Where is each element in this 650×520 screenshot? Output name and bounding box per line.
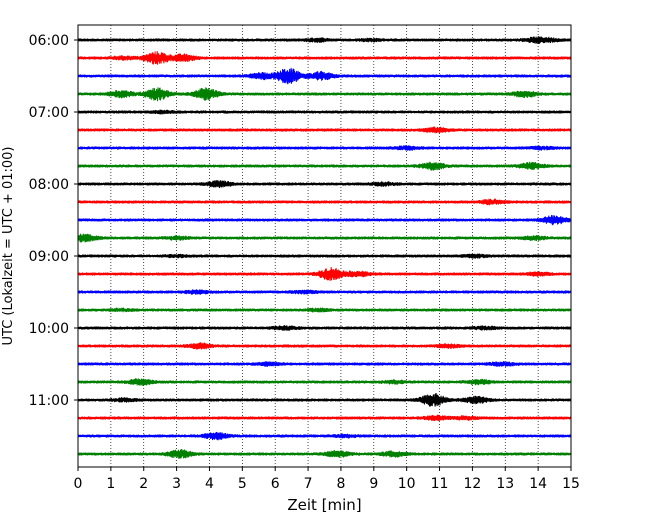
x-tick-label: 1 [106, 476, 115, 492]
seismic-trace [77, 253, 572, 259]
y-tick-label: 10:00 [29, 321, 69, 337]
y-axis-ticks: 06:00 07:00 08:00 09:00 10:00 11:00 [29, 33, 78, 409]
seismic-trace [77, 414, 572, 422]
x-tick-label: 4 [205, 476, 214, 492]
seismic-trace [77, 180, 572, 189]
seismic-trace [77, 342, 572, 350]
seismic-trace [77, 145, 572, 151]
y-tick-label: 11:00 [29, 393, 69, 409]
seismic-trace [77, 325, 572, 331]
seismic-trace [77, 198, 572, 206]
x-axis-ticks: 0 1 2 3 4 5 6 7 8 9 10 11 12 13 14 15 [74, 467, 580, 492]
seismic-trace [77, 233, 572, 243]
seismic-trace [77, 36, 572, 44]
seismic-trace [77, 393, 572, 407]
x-tick-label: 6 [271, 476, 280, 492]
x-tick-label: 9 [369, 476, 378, 492]
seismic-trace [77, 378, 572, 387]
x-tick-label: 13 [496, 476, 514, 492]
plot-frame [77, 24, 572, 468]
seismic-trace [77, 50, 572, 65]
seismic-trace [77, 214, 572, 226]
seismic-trace [77, 126, 572, 134]
x-tick-label: 8 [336, 476, 345, 492]
y-axis-label: UTC (Lokalzeit = UTC + 01:00) [1, 147, 16, 346]
seismic-trace [77, 289, 572, 295]
seismic-trace [77, 267, 572, 282]
x-axis-label: Zeit [min] [287, 496, 361, 514]
x-tick-label: 10 [398, 476, 416, 492]
seismic-trace [77, 109, 572, 115]
x-tick-label: 3 [172, 476, 181, 492]
trace-group [77, 36, 572, 459]
x-tick-label: 15 [562, 476, 580, 492]
seismic-trace [77, 431, 572, 441]
seismic-trace [77, 448, 572, 459]
seismic-trace [77, 161, 572, 171]
seismic-trace [77, 67, 572, 85]
x-tick-label: 0 [74, 476, 83, 492]
x-tick-label: 2 [139, 476, 148, 492]
y-tick-label: 06:00 [29, 33, 69, 49]
x-tick-label: 12 [463, 476, 481, 492]
x-tick-label: 11 [431, 476, 449, 492]
y-tick-label: 07:00 [29, 105, 69, 121]
seismic-trace [77, 87, 572, 102]
y-tick-label: 09:00 [29, 249, 69, 265]
seismic-trace [77, 307, 572, 313]
x-tick-label: 7 [304, 476, 313, 492]
x-tick-label: 14 [529, 476, 547, 492]
seismic-trace [77, 361, 572, 367]
x-tick-label: 5 [238, 476, 247, 492]
y-tick-label: 08:00 [29, 177, 69, 193]
